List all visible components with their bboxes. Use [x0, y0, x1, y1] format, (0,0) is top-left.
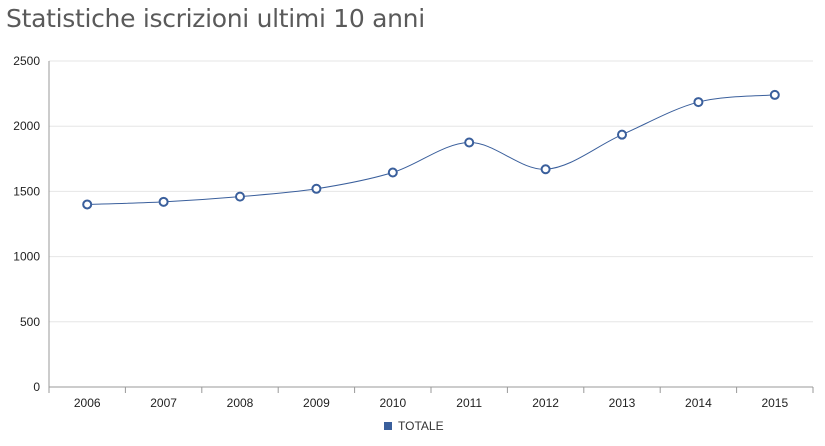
page-title: Statistiche iscrizioni ultimi 10 anni — [6, 4, 425, 33]
x-tick-label: 2013 — [609, 396, 636, 410]
series-line — [87, 94, 775, 205]
data-point — [82, 199, 93, 210]
y-tick-label: 2000 — [13, 119, 40, 133]
data-point — [158, 196, 169, 207]
y-tick-label: 1000 — [13, 250, 40, 264]
data-point — [235, 191, 245, 202]
data-point — [540, 164, 551, 175]
data-point — [617, 129, 627, 140]
x-tick-label: 2011 — [456, 396, 482, 410]
x-tick-label: 2007 — [150, 396, 177, 410]
x-tick-label: 2010 — [379, 396, 406, 410]
tick-labels: 0 500 1000 1500 2000 2500 2006 2007 2008 2009 2010… — [13, 54, 788, 410]
legend[interactable]: TOTALE — [384, 419, 444, 433]
legend-label: TOTALE — [398, 419, 444, 433]
y-tick-label: 0 — [33, 380, 40, 394]
series-layer — [82, 89, 780, 210]
axes — [48, 61, 814, 393]
x-tick-label: 2006 — [74, 396, 101, 410]
y-tick-label: 500 — [20, 315, 40, 329]
x-tick-label: 2015 — [761, 396, 788, 410]
x-tick-label: 2008 — [227, 396, 254, 410]
legend-swatch — [384, 422, 392, 430]
data-point — [311, 183, 322, 194]
grid-lines — [49, 60, 813, 323]
data-point — [693, 97, 704, 108]
data-point — [387, 167, 398, 178]
x-tick-label: 2014 — [685, 396, 712, 410]
data-point — [464, 137, 475, 148]
y-tick-label: 2500 — [13, 54, 40, 68]
y-tick-label: 1500 — [13, 184, 40, 198]
x-tick-label: 2009 — [303, 396, 330, 410]
data-point — [769, 89, 780, 100]
x-tick-label: 2012 — [532, 396, 559, 410]
